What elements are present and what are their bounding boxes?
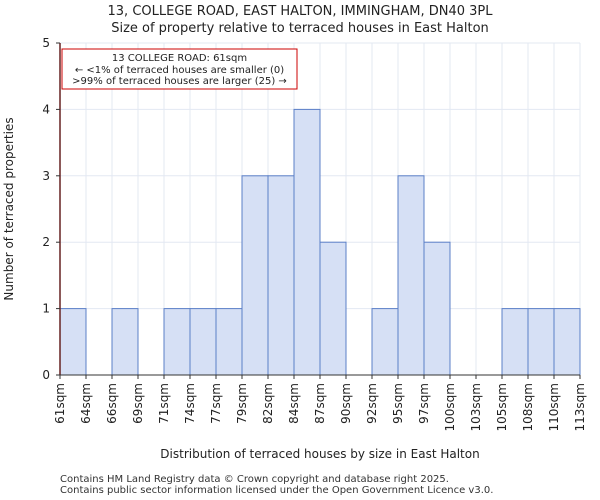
x-tick-label: 97sqm [417,383,431,424]
footer-licence: Contains public sector information licen… [60,485,494,496]
x-tick-label: 100sqm [443,383,457,431]
x-tick-label: 82sqm [261,383,275,424]
x-tick-label: 108sqm [521,383,535,431]
bar-95sqm [397,175,425,376]
bars [59,43,581,376]
x-tick-label: 66sqm [105,383,119,424]
annotation: 13 COLLEGE ROAD: 61sqm ← <1% of terraced… [61,48,298,90]
x-tick-label: 90sqm [339,383,353,424]
bar-79sqm [241,175,269,376]
x-tick-label: 84sqm [287,383,301,424]
annotation-box [61,48,298,90]
x-tick-label: 64sqm [79,383,93,424]
bar-84sqm [293,108,321,376]
footer-copyright: Contains HM Land Registry data © Crown c… [60,474,449,485]
x-tick-label: 95sqm [391,383,405,424]
x-tick-label: 77sqm [209,383,223,424]
bar-110sqm [553,308,581,376]
bar-97sqm [423,241,451,376]
x-tick-label: 113sqm [573,383,587,431]
y-tick-label: 2 [42,235,50,249]
annotation-line-1: 13 COLLEGE ROAD: 61sqm [112,53,247,64]
x-tick-label: 79sqm [235,383,249,424]
x-axis-label: Distribution of terraced houses by size … [160,447,479,461]
y-tick-label: 5 [42,36,50,50]
bar-74sqm [189,308,217,376]
x-tick-label: 110sqm [547,383,561,431]
bar-66sqm [111,308,139,376]
y-tick-label: 4 [42,102,50,116]
axes: 0 1 2 3 4 5 61sqm 64sqm 66sqm 69sqm 71sqm 74sqm 77sq… [42,36,587,431]
y-tick-label: 0 [42,368,50,382]
bar-105sqm [501,308,529,376]
x-tick-label: 69sqm [131,383,145,424]
x-tick-label: 61sqm [53,383,67,424]
chart-title: Size of property relative to terraced ho… [111,21,489,36]
x-tick-label: 87sqm [313,383,327,424]
bar-92sqm [371,308,399,376]
bar-71sqm [163,308,191,376]
bar-87sqm [319,241,347,376]
x-tick-label: 74sqm [183,383,197,424]
annotation-line-2: ← <1% of terraced houses are smaller (0) [75,65,284,76]
y-tick-label: 3 [42,169,50,183]
bar-77sqm [215,308,243,376]
y-tick-label: 1 [42,302,50,316]
bar-108sqm [527,308,555,376]
bar-61sqm [59,308,87,376]
x-tick-label: 105sqm [495,383,509,431]
bar-82sqm [267,175,295,376]
x-tick-label: 71sqm [157,383,171,424]
chart-title-address: 13, COLLEGE ROAD, EAST HALTON, IMMINGHAM… [107,4,493,19]
annotation-line-3: >99% of terraced houses are larger (25) … [72,76,287,87]
x-tick-label: 103sqm [469,383,483,431]
x-tick-label: 92sqm [365,383,379,424]
y-axis-label: Number of terraced properties [2,117,16,300]
